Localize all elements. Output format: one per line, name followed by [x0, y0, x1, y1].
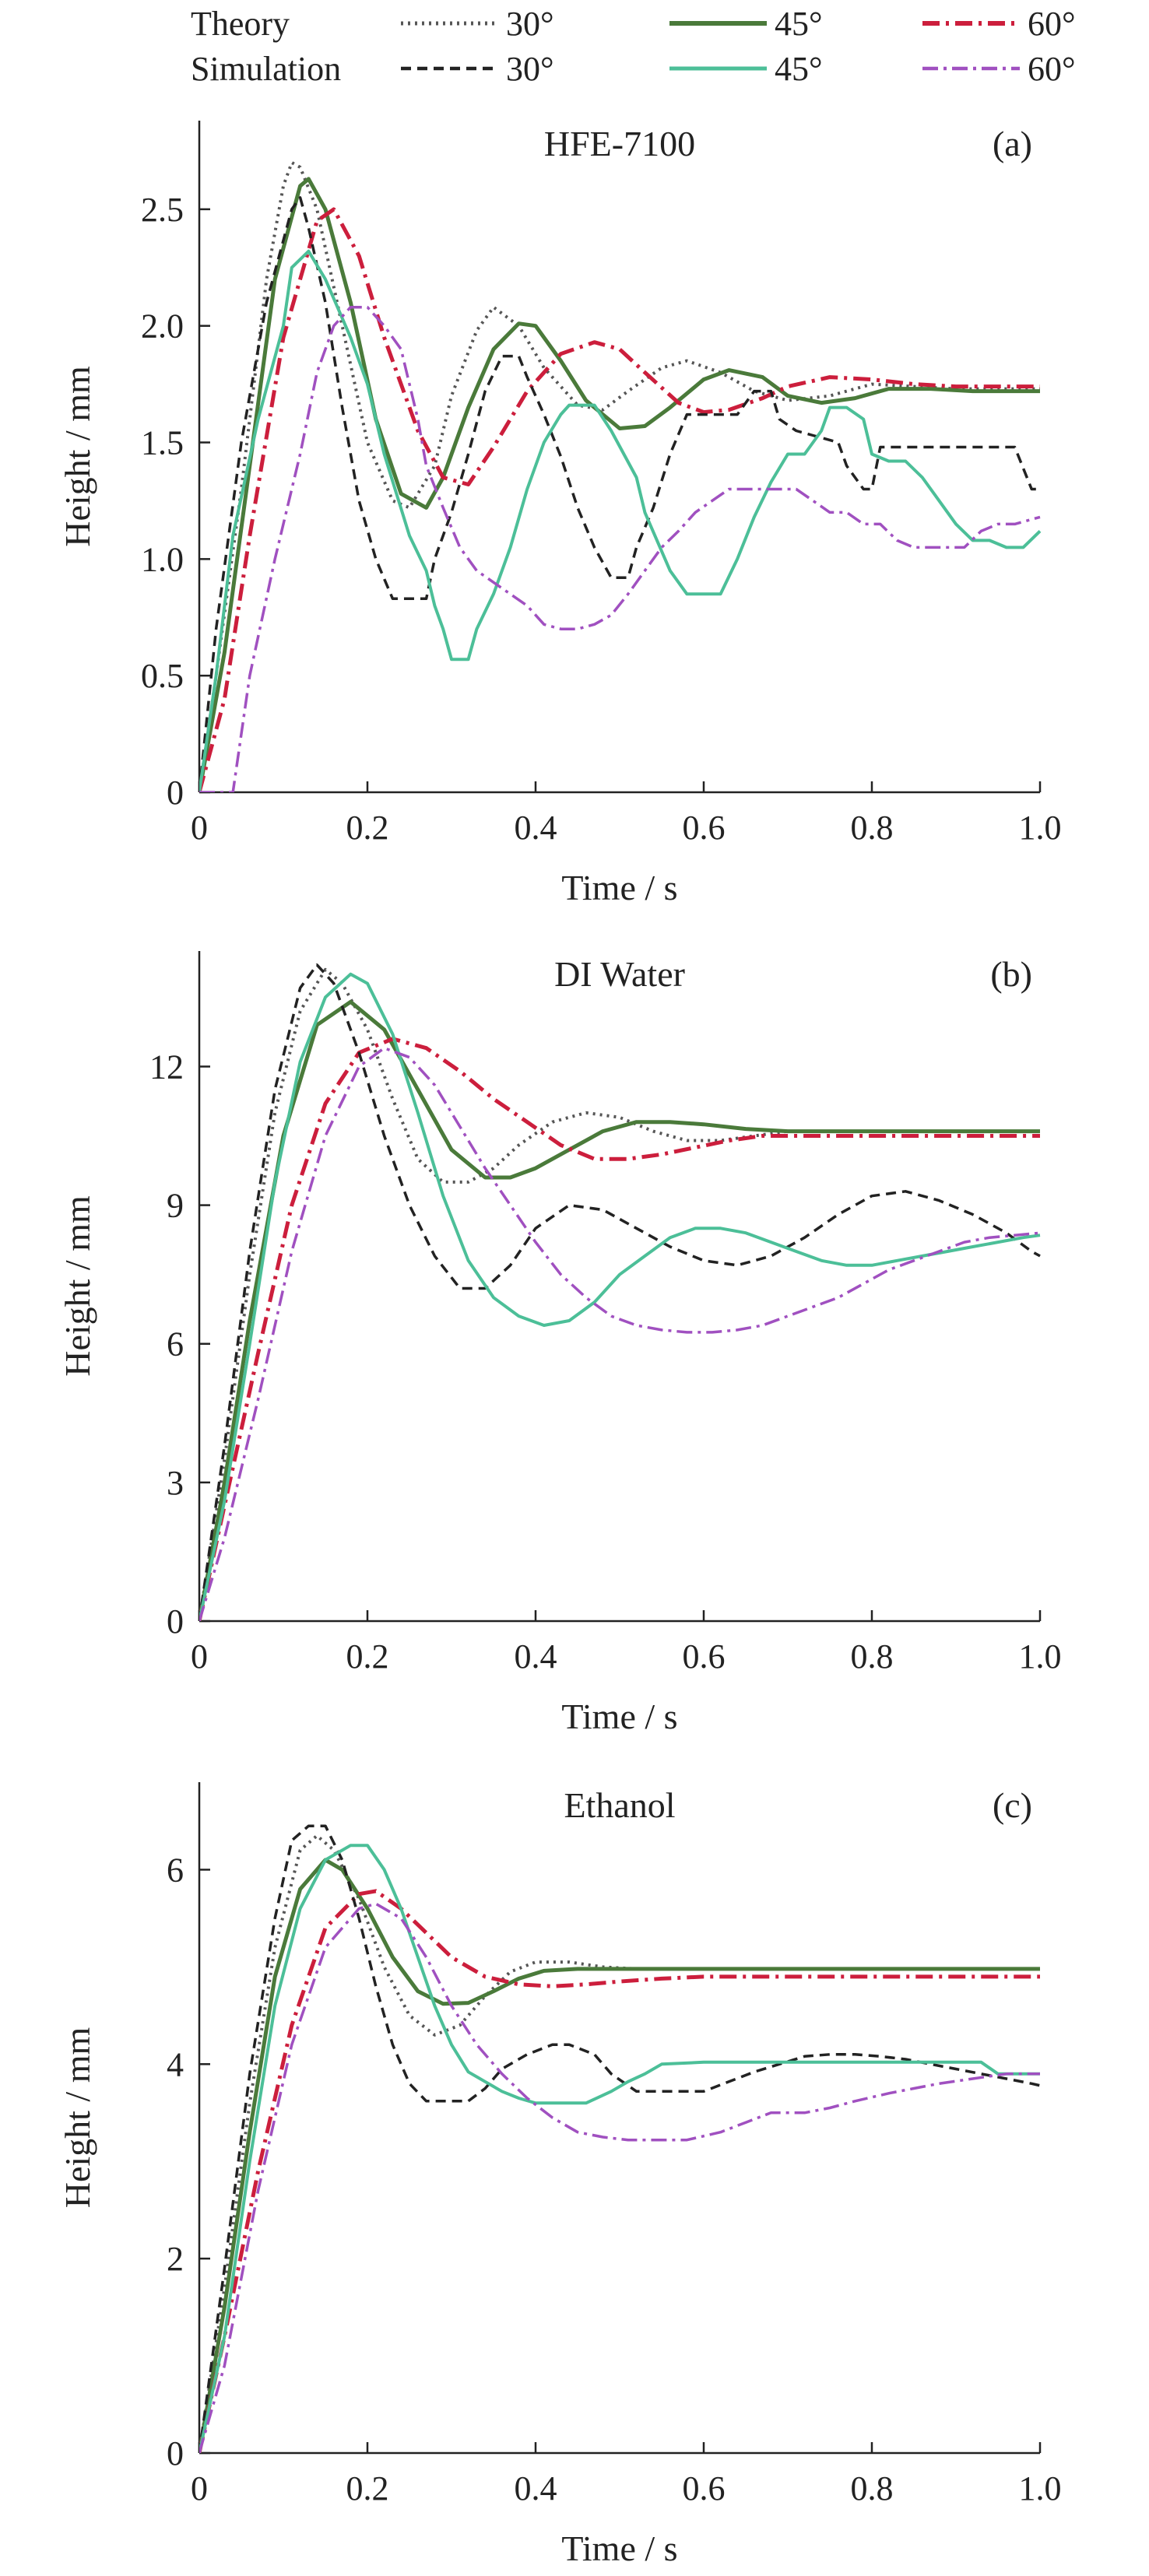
y-tick-label: 1.0 — [141, 540, 184, 578]
legend-label-sim_30: 30° — [506, 50, 554, 88]
x-tick-label: 0 — [191, 809, 208, 847]
legend-label-sim_45: 45° — [775, 50, 823, 88]
series-line-sim-30 — [199, 196, 1040, 792]
x-tick-label: 0.8 — [851, 2469, 894, 2508]
x-tick-label: 1.0 — [1019, 2469, 1062, 2508]
x-tick-label: 0.6 — [683, 2469, 726, 2508]
x-tick-label: 0.6 — [683, 809, 726, 847]
x-tick-label: 0.4 — [515, 1637, 557, 1676]
series-line-sim-60 — [199, 1046, 1041, 1621]
x-tick-label: 0.8 — [851, 809, 894, 847]
y-tick-label: 2 — [167, 2240, 184, 2278]
series-group — [199, 963, 1041, 1621]
chart-panel-3: 0 0.2 0.4 0.6 0.8 1.0 0 2 4 6 Time / s Height / mm E… — [58, 1782, 1062, 2568]
x-tick-label: 0 — [191, 1637, 208, 1676]
series-line-sim-60 — [199, 305, 1041, 792]
legend-label-theory_30: 30° — [506, 5, 554, 43]
series-line-sim-45 — [199, 972, 1041, 1621]
panel-label: (c) — [993, 1785, 1032, 1825]
chart-panel-2: 0 0.2 0.4 0.6 0.8 1.0 0 3 6 9 12 Time / s Height / m… — [58, 951, 1062, 1736]
y-axis-label: Height / mm — [58, 2027, 97, 2209]
y-tick-label: 1.5 — [141, 424, 184, 462]
series-line-theory-60 — [199, 1037, 1040, 1621]
series-line-sim-45 — [199, 1844, 1040, 2453]
y-axis-label: Height / mm — [58, 366, 97, 547]
x-axis-label: Time / s — [561, 868, 677, 907]
series-group — [199, 1824, 1041, 2453]
y-tick-label: 6 — [167, 1851, 184, 1889]
legend-row-label: Simulation — [191, 50, 341, 88]
series-line-theory-45 — [199, 1858, 1040, 2453]
chart-panel-1: 0 0.2 0.4 0.6 0.8 1.0 0 0.5 1.0 1.5 2.0 2.5 Time / s… — [58, 121, 1062, 907]
y-tick-label: 3 — [167, 1464, 184, 1502]
y-tick-label: 9 — [167, 1187, 184, 1225]
y-axis-label: Height / mm — [58, 1195, 97, 1377]
y-tick-label: 0 — [167, 2434, 184, 2472]
x-tick-label: 0 — [191, 2469, 208, 2508]
x-tick-label: 0.4 — [515, 809, 557, 847]
legend: Theory 30° 45° 60° Simulation 30° 45° 60° — [191, 5, 1076, 88]
y-tick-label: 2.5 — [141, 191, 184, 229]
series-line-sim-60 — [199, 1902, 1040, 2453]
series-line-theory-45 — [199, 999, 1040, 1621]
x-tick-label: 0.8 — [851, 1637, 894, 1676]
x-axis-label: Time / s — [561, 2529, 677, 2568]
series-line-sim-30 — [199, 963, 1041, 1621]
series-line-sim-30 — [199, 1824, 1041, 2453]
x-tick-label: 1.0 — [1019, 809, 1062, 847]
panel-label: (a) — [993, 124, 1032, 163]
y-tick-label: 0 — [167, 774, 184, 812]
panel-title: DI Water — [554, 954, 685, 994]
chart-panels: 0 0.2 0.4 0.6 0.8 1.0 0 0.5 1.0 1.5 2.0 2.5 Time / s… — [58, 121, 1062, 2568]
series-line-theory-60 — [199, 1889, 1040, 2453]
x-tick-label: 0.2 — [346, 2469, 389, 2508]
panel-title: HFE-7100 — [544, 124, 695, 163]
y-tick-label: 4 — [167, 2045, 184, 2083]
y-tick-label: 0 — [167, 1602, 184, 1641]
panel-label: (b) — [990, 954, 1032, 994]
series-line-theory-60 — [199, 207, 1040, 792]
legend-label-theory_45: 45° — [775, 5, 823, 43]
series-line-theory-45 — [199, 177, 1040, 792]
x-tick-label: 0.2 — [346, 809, 389, 847]
y-tick-label: 6 — [167, 1325, 184, 1363]
series-line-theory-30 — [199, 1834, 1040, 2453]
x-tick-label: 0.4 — [515, 2469, 557, 2508]
y-tick-label: 2.0 — [141, 307, 184, 346]
legend-label-theory_60: 60° — [1028, 5, 1076, 43]
series-group — [199, 160, 1042, 792]
series-line-theory-30 — [199, 160, 1040, 792]
x-tick-label: 0.6 — [683, 1637, 726, 1676]
y-tick-label: 12 — [149, 1048, 184, 1086]
series-line-sim-45 — [199, 249, 1042, 792]
y-tick-label: 0.5 — [141, 657, 184, 695]
legend-label-sim_60: 60° — [1028, 50, 1076, 88]
panel-title: Ethanol — [564, 1785, 675, 1825]
series-line-theory-30 — [199, 967, 1040, 1621]
x-tick-label: 1.0 — [1019, 1637, 1062, 1676]
legend-row-label: Theory — [191, 5, 290, 43]
x-tick-label: 0.2 — [346, 1637, 389, 1676]
x-axis-label: Time / s — [561, 1697, 677, 1736]
